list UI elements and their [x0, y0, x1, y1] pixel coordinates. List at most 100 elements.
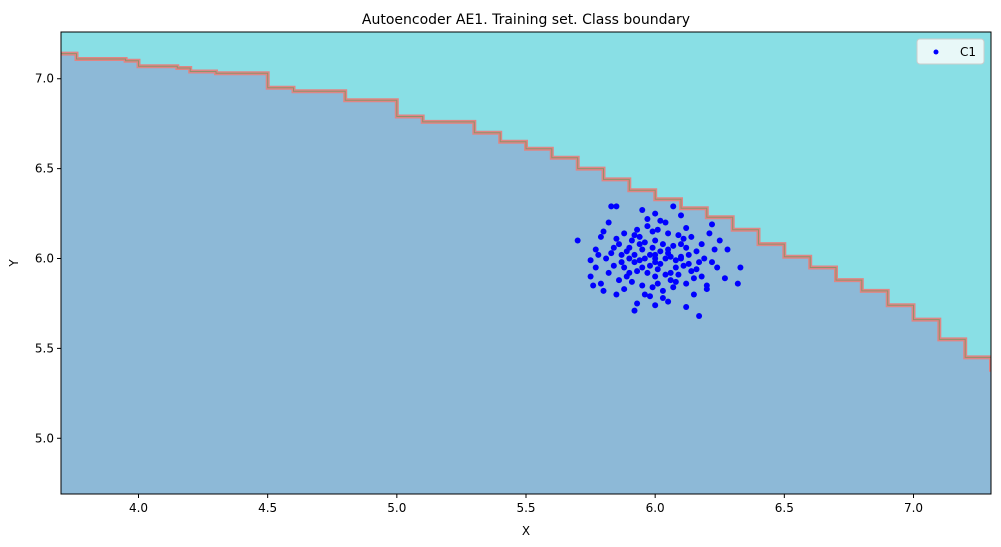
data-point [672, 278, 679, 285]
data-point [639, 246, 646, 253]
y-tick-label: 5.5 [35, 341, 54, 355]
data-point [636, 233, 643, 240]
x-tick-label: 5.0 [387, 501, 406, 515]
data-point [683, 304, 690, 311]
x-tick-label: 6.0 [646, 501, 665, 515]
data-point [613, 291, 620, 298]
data-point [696, 259, 703, 266]
y-axis-label: Y [7, 259, 21, 268]
y-tick-label: 6.5 [35, 162, 54, 176]
data-point [613, 203, 620, 210]
data-point [644, 215, 651, 222]
y-tick-label: 7.0 [35, 72, 54, 86]
data-point [631, 259, 638, 266]
legend-box [916, 38, 985, 65]
legend: C1 [916, 38, 985, 65]
data-point [616, 277, 622, 284]
data-point [649, 228, 656, 235]
data-point [685, 260, 692, 267]
data-point [714, 264, 721, 271]
data-point [641, 255, 648, 262]
data-point [654, 226, 661, 233]
data-point [706, 230, 713, 237]
x-tick-label: 5.5 [516, 501, 535, 515]
data-point [641, 239, 648, 246]
data-point [647, 293, 653, 300]
data-point [670, 242, 677, 249]
data-point [659, 287, 666, 294]
data-point [636, 241, 643, 248]
data-point [628, 278, 635, 285]
data-point [587, 257, 594, 264]
x-tick-label: 4.5 [258, 501, 277, 515]
data-point [654, 280, 661, 287]
y-ticks: 5.0 5.5 6.0 6.5 7.0 [35, 72, 61, 445]
data-point [626, 255, 633, 262]
data-point [683, 280, 690, 287]
data-point [621, 286, 628, 293]
data-point [683, 224, 690, 231]
y-tick-label: 5.0 [35, 431, 54, 445]
data-point [639, 264, 646, 271]
region-lower [61, 53, 991, 494]
boundary-line-inner [61, 53, 991, 372]
legend-marker-c1 [933, 49, 939, 55]
data-point [600, 228, 607, 235]
data-point [634, 268, 641, 275]
data-point [618, 251, 625, 258]
legend-label-c1: C1 [960, 45, 976, 59]
data-point [711, 246, 718, 253]
data-point [683, 244, 690, 251]
data-point [678, 255, 684, 262]
data-point [685, 251, 692, 258]
data-point [696, 313, 703, 320]
points-group [574, 203, 744, 320]
data-point [657, 217, 664, 224]
data-point [652, 237, 659, 244]
data-point [709, 221, 715, 228]
data-point [675, 271, 682, 278]
data-point [647, 251, 653, 258]
x-ticks: 4.0 4.5 5.0 5.5 6.0 6.5 7.0 [129, 494, 923, 515]
chart-title: Autoencoder AE1. Training set. Class bou… [362, 12, 690, 28]
data-point [721, 275, 728, 282]
data-point [678, 212, 684, 219]
data-point [680, 235, 687, 242]
data-point [631, 251, 638, 258]
data-point [665, 298, 672, 305]
data-point [605, 269, 612, 276]
data-point [626, 269, 633, 276]
x-tick-label: 6.5 [775, 501, 794, 515]
data-point [628, 237, 635, 244]
data-point [634, 300, 641, 307]
data-point [670, 203, 677, 210]
data-point [690, 291, 697, 298]
data-point [621, 230, 628, 237]
data-point [623, 248, 630, 255]
data-point [665, 230, 672, 237]
data-point [597, 233, 604, 240]
data-point [631, 307, 638, 314]
data-point [652, 273, 659, 280]
data-point [670, 284, 677, 291]
data-point [652, 302, 659, 309]
data-point [672, 264, 679, 271]
data-point [603, 255, 610, 262]
data-point [662, 255, 669, 262]
data-point [600, 287, 607, 294]
data-point [621, 264, 628, 271]
data-point [657, 260, 664, 267]
data-point [631, 232, 638, 239]
y-tick-label: 6.0 [35, 252, 54, 266]
data-point [610, 262, 617, 269]
data-point [652, 210, 659, 217]
data-point [605, 219, 612, 226]
data-point [644, 269, 651, 276]
data-point [657, 248, 664, 255]
data-point [693, 266, 700, 273]
data-point [659, 241, 666, 248]
data-point [597, 280, 604, 287]
data-point [680, 262, 687, 269]
